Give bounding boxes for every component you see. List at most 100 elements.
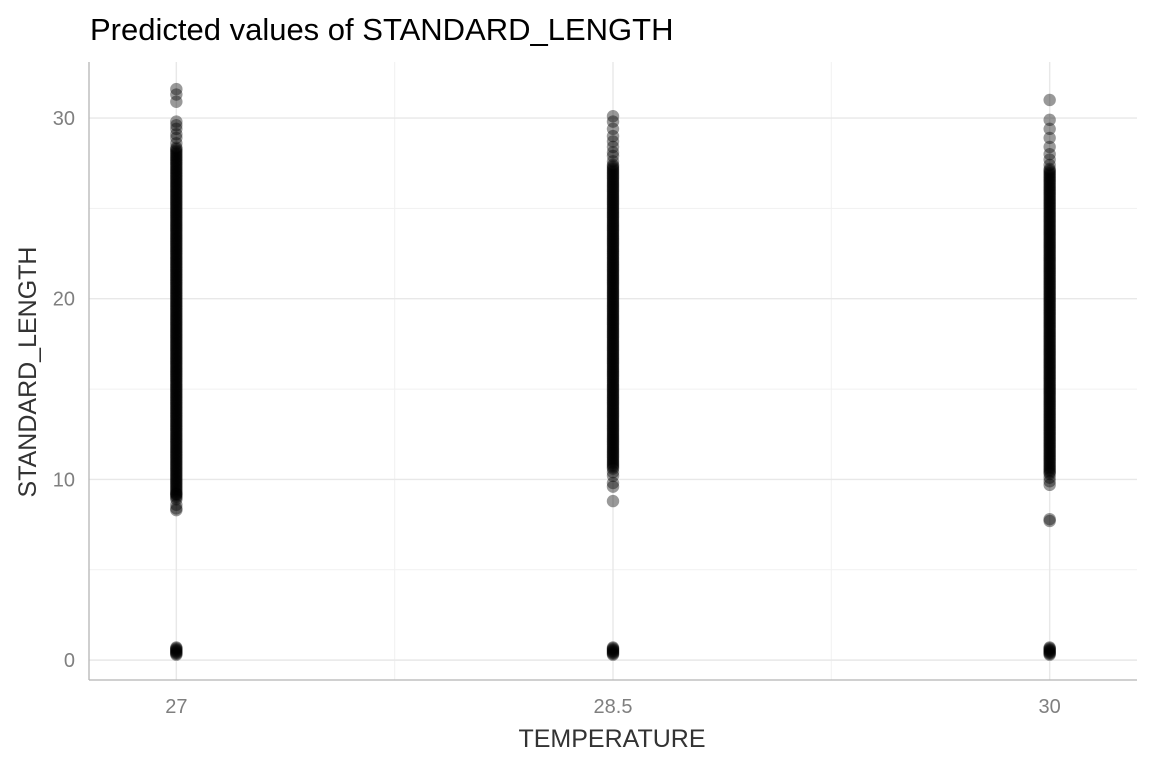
data-point bbox=[170, 248, 183, 261]
data-point bbox=[1043, 443, 1056, 456]
data-point bbox=[1043, 93, 1056, 107]
data-point bbox=[1043, 242, 1056, 255]
data-point bbox=[170, 187, 183, 201]
data-point bbox=[1043, 307, 1056, 320]
data-point bbox=[606, 365, 620, 378]
data-point bbox=[1043, 434, 1056, 447]
data-point bbox=[606, 186, 620, 199]
data-point bbox=[170, 314, 183, 328]
data-point bbox=[170, 313, 183, 326]
data-point bbox=[170, 281, 183, 295]
data-point bbox=[606, 242, 620, 256]
data-point bbox=[170, 460, 183, 474]
data-point bbox=[1043, 194, 1056, 207]
data-point bbox=[1043, 294, 1056, 307]
data-point bbox=[170, 327, 183, 341]
data-point bbox=[1043, 417, 1056, 430]
data-point bbox=[1043, 184, 1056, 197]
y-axis-title: STANDARD_LENGTH bbox=[14, 247, 42, 498]
data-point bbox=[170, 469, 183, 483]
data-point bbox=[1043, 177, 1056, 190]
data-point bbox=[606, 190, 620, 204]
data-point bbox=[170, 220, 183, 234]
data-point bbox=[606, 194, 620, 208]
data-point bbox=[606, 303, 620, 316]
data-point bbox=[1043, 644, 1056, 658]
data-point bbox=[606, 327, 620, 341]
data-point bbox=[1043, 213, 1056, 226]
data-point bbox=[606, 122, 620, 136]
data-point bbox=[170, 475, 183, 488]
data-point bbox=[1043, 373, 1056, 387]
data-point bbox=[606, 465, 620, 479]
data-point bbox=[606, 333, 620, 347]
data-point bbox=[170, 297, 183, 310]
data-point bbox=[170, 142, 183, 156]
data-point bbox=[170, 392, 183, 406]
data-point bbox=[1043, 243, 1056, 257]
data-point bbox=[606, 359, 620, 373]
data-point bbox=[170, 503, 183, 517]
data-point bbox=[1043, 227, 1056, 241]
data-point bbox=[1043, 180, 1056, 193]
data-point bbox=[1043, 259, 1056, 273]
data-point bbox=[1043, 295, 1056, 309]
data-point bbox=[606, 199, 620, 212]
data-point bbox=[606, 387, 620, 400]
data-point bbox=[170, 417, 183, 430]
data-point bbox=[170, 231, 183, 244]
data-point bbox=[1043, 350, 1056, 364]
data-point bbox=[1043, 113, 1056, 127]
data-point bbox=[606, 170, 620, 183]
data-point bbox=[170, 647, 183, 660]
data-point bbox=[1043, 431, 1056, 445]
data-point bbox=[606, 382, 620, 396]
data-point bbox=[170, 332, 183, 345]
data-point bbox=[1043, 263, 1056, 277]
data-point bbox=[606, 166, 620, 179]
data-point bbox=[1043, 324, 1056, 338]
data-point bbox=[606, 290, 620, 303]
data-point bbox=[170, 378, 183, 391]
data-point bbox=[170, 167, 183, 180]
data-point bbox=[606, 235, 620, 248]
data-point bbox=[606, 209, 620, 222]
data-point bbox=[1043, 320, 1056, 333]
data-point bbox=[606, 187, 620, 201]
data-point bbox=[606, 267, 620, 280]
data-point bbox=[606, 183, 620, 196]
data-point bbox=[1043, 292, 1056, 306]
data-point bbox=[606, 326, 620, 339]
data-point bbox=[1043, 253, 1056, 267]
data-point bbox=[606, 381, 620, 394]
data-point bbox=[1043, 383, 1056, 397]
data-point bbox=[606, 366, 620, 380]
data-point bbox=[1043, 269, 1056, 283]
data-point bbox=[1043, 321, 1056, 335]
data-point bbox=[606, 306, 620, 319]
data-point bbox=[170, 160, 183, 173]
data-point bbox=[170, 336, 183, 350]
data-point bbox=[170, 330, 183, 344]
data-point bbox=[170, 246, 183, 260]
data-point bbox=[606, 291, 620, 305]
data-point bbox=[1043, 235, 1056, 248]
data-point bbox=[606, 313, 620, 326]
data-point bbox=[170, 192, 183, 205]
data-point bbox=[1043, 265, 1056, 278]
data-point bbox=[606, 249, 620, 263]
data-point bbox=[1043, 467, 1056, 481]
data-point bbox=[170, 410, 183, 423]
data-point bbox=[606, 442, 620, 455]
data-point bbox=[170, 251, 183, 264]
data-point bbox=[170, 478, 183, 491]
data-point bbox=[606, 417, 620, 430]
data-point bbox=[1043, 303, 1056, 316]
data-point bbox=[170, 374, 183, 387]
data-point bbox=[170, 180, 183, 193]
data-point bbox=[606, 197, 620, 211]
data-point bbox=[1043, 407, 1056, 420]
data-point bbox=[606, 184, 620, 198]
data-point bbox=[170, 364, 183, 377]
data-point bbox=[170, 312, 183, 325]
